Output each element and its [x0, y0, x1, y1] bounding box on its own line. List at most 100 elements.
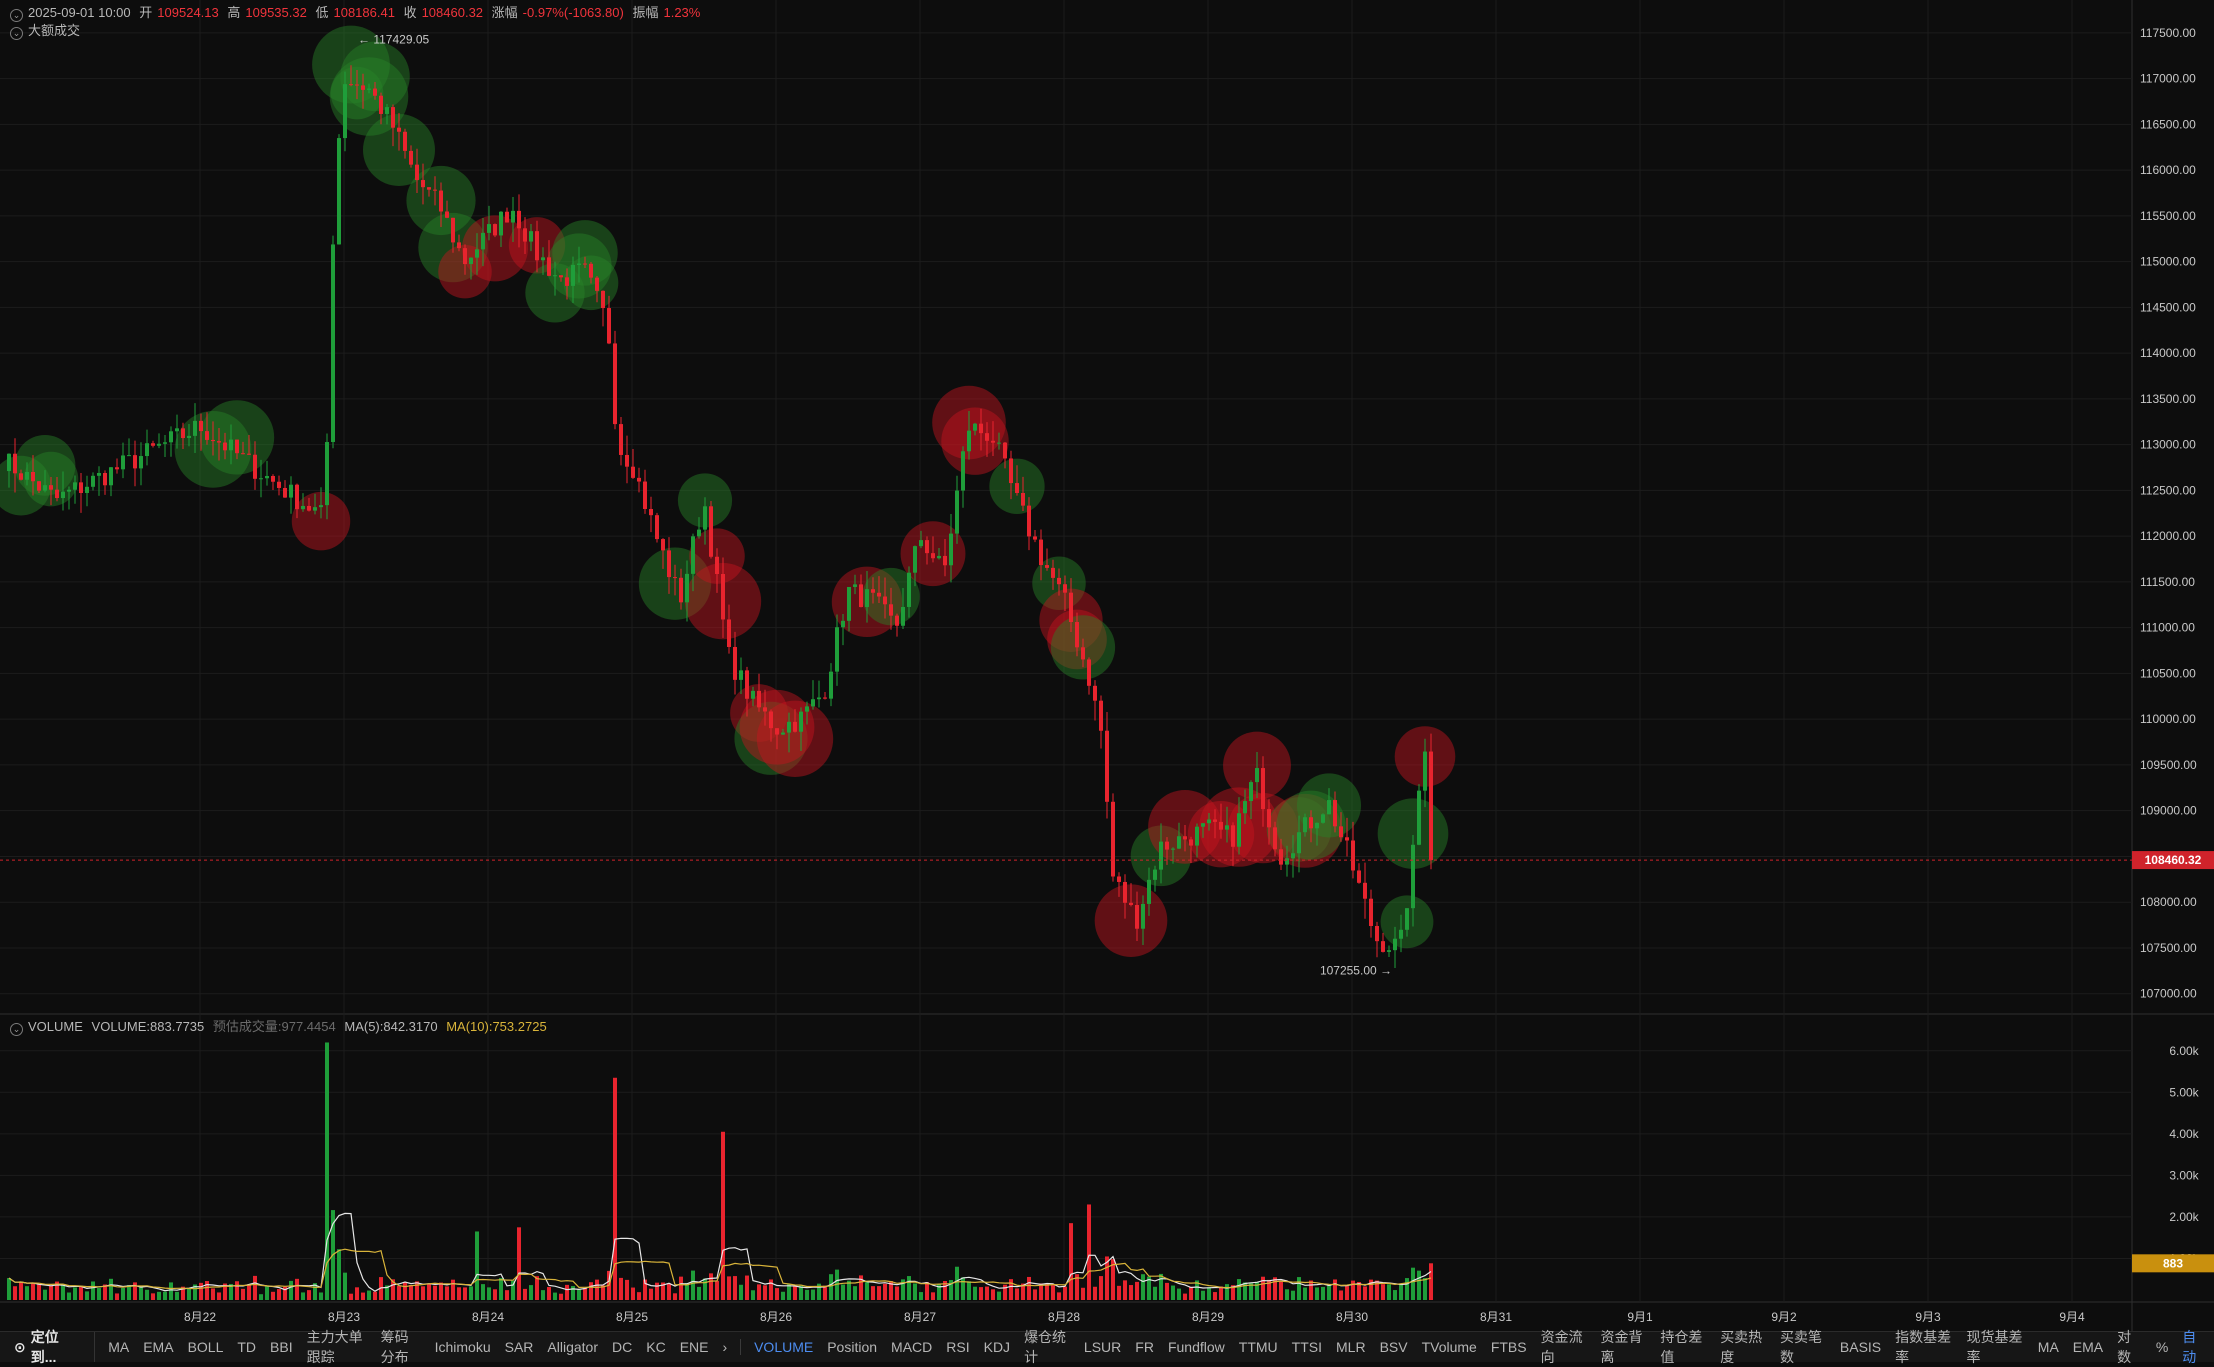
overlay-label[interactable]: 大额成交: [28, 23, 81, 38]
sub-indicator-8[interactable]: Fundflow: [1167, 1339, 1225, 1355]
volume-bar: [1399, 1283, 1403, 1300]
candle-body: [943, 555, 947, 566]
candle-body: [685, 573, 689, 603]
sub-indicator-23[interactable]: MA: [2037, 1339, 2059, 1355]
volume-bar: [1249, 1283, 1253, 1300]
candle-body: [307, 505, 311, 511]
candle-body: [439, 190, 443, 212]
sub-indicator-6[interactable]: LSUR: [1083, 1339, 1122, 1355]
volume-bar: [1033, 1289, 1037, 1300]
volume-bar: [847, 1280, 851, 1300]
volume-bar: [553, 1292, 557, 1300]
sub-indicator-2[interactable]: MACD: [891, 1339, 933, 1355]
sub-indicator-24[interactable]: EMA: [2072, 1339, 2104, 1355]
candle-body: [775, 728, 779, 735]
volume-bar: [289, 1280, 293, 1300]
volume-bar: [427, 1283, 431, 1300]
candle-body: [469, 257, 473, 265]
sub-indicator-20[interactable]: BASIS: [1839, 1339, 1882, 1355]
candle-body: [925, 540, 929, 554]
volume-bar: [667, 1283, 671, 1300]
sub-indicator-0[interactable]: VOLUME: [754, 1339, 814, 1355]
sub-indicator-3[interactable]: RSI: [946, 1339, 970, 1355]
main-indicator-8[interactable]: SAR: [504, 1339, 534, 1355]
main-indicator-12[interactable]: ENE: [679, 1339, 709, 1355]
scale-option-2[interactable]: 自动: [2182, 1329, 2197, 1365]
main-indicator-5[interactable]: 主力大单跟踪: [306, 1329, 363, 1365]
candle-body: [1417, 790, 1421, 845]
main-indicator-2[interactable]: BOLL: [187, 1339, 224, 1355]
volume-bar: [451, 1279, 455, 1300]
sub-indicator-18[interactable]: 买卖热度: [1720, 1329, 1763, 1365]
main-indicator-4[interactable]: BBI: [270, 1339, 293, 1355]
price-chart[interactable]: 107000.00107500.00108000.00108500.001090…: [0, 0, 2214, 1331]
candle-body: [559, 275, 563, 278]
sub-indicator-9[interactable]: TTMU: [1238, 1339, 1278, 1355]
sub-indicator-1[interactable]: Position: [827, 1339, 878, 1355]
sub-indicator-22[interactable]: 现货基差率: [1966, 1329, 2023, 1365]
sub-indicator-14[interactable]: FTBS: [1490, 1339, 1527, 1355]
candle-body: [301, 505, 305, 510]
sub-indicator-16[interactable]: 资金背离: [1600, 1329, 1643, 1365]
volume-bar: [313, 1283, 317, 1300]
volume-bar: [223, 1283, 227, 1300]
candle-body: [1333, 800, 1337, 827]
main-indicator-3[interactable]: TD: [237, 1339, 257, 1355]
candle-body: [1207, 819, 1211, 824]
candle-body: [877, 592, 881, 597]
sub-indicator-4[interactable]: KDJ: [983, 1339, 1011, 1355]
candle-body: [817, 697, 821, 700]
large-trade-bubble: [199, 400, 275, 475]
volume-bar: [1039, 1283, 1043, 1300]
volume-bar: [283, 1286, 287, 1300]
main-indicator-6[interactable]: 筹码分布: [380, 1329, 409, 1365]
main-indicator-1[interactable]: EMA: [143, 1339, 174, 1355]
main-indicator-11[interactable]: KC: [646, 1339, 666, 1355]
candle-body: [133, 455, 137, 469]
candle-body: [1063, 584, 1067, 593]
sub-indicator-17[interactable]: 持仓差值: [1660, 1329, 1703, 1365]
more-indicators-chevron-icon[interactable]: ›: [722, 1339, 728, 1355]
candle-body: [697, 529, 701, 537]
sub-indicator-13[interactable]: TVolume: [1421, 1339, 1477, 1355]
sub-indicator-5[interactable]: 爆仓统计: [1024, 1329, 1067, 1365]
volume-bar: [799, 1285, 803, 1300]
collapse-toggle-icon[interactable]: ⌄: [10, 27, 23, 40]
price-tick-label: 113000.00: [2140, 438, 2196, 452]
collapse-toggle-icon[interactable]: ⌄: [10, 1023, 23, 1036]
scale-option-0[interactable]: 对数: [2117, 1329, 2132, 1365]
candle-body: [241, 453, 245, 455]
volume-bar: [373, 1291, 377, 1300]
sub-indicator-11[interactable]: MLR: [1336, 1339, 1366, 1355]
candle-body: [1381, 941, 1385, 952]
sub-indicator-15[interactable]: 资金流向: [1540, 1329, 1583, 1365]
sub-indicator-10[interactable]: TTSI: [1291, 1339, 1322, 1355]
volume-bar: [1069, 1223, 1073, 1300]
sub-indicator-12[interactable]: BSV: [1379, 1339, 1408, 1355]
max-price-label: ← 117429.05: [358, 32, 429, 46]
main-indicator-10[interactable]: DC: [612, 1339, 633, 1355]
volume-bar: [1183, 1293, 1187, 1300]
candle-body: [37, 481, 41, 491]
scale-option-1[interactable]: %: [2155, 1339, 2169, 1355]
candle-body: [1165, 841, 1169, 850]
sub-indicator-21[interactable]: 指数基差率: [1895, 1329, 1952, 1365]
sub-indicator-19[interactable]: 买卖笔数: [1780, 1329, 1823, 1365]
candle-body: [1129, 902, 1133, 905]
candle-body: [523, 228, 527, 242]
locate-button[interactable]: ⊙ 定位到...: [0, 1329, 96, 1365]
volume-bar: [703, 1278, 707, 1300]
volume-title: VOLUME: [28, 1019, 83, 1034]
candle-body: [421, 180, 425, 188]
candle-body: [97, 472, 101, 476]
main-indicator-0[interactable]: MA: [108, 1339, 130, 1355]
candle-body: [19, 473, 23, 480]
volume-bar: [1261, 1276, 1265, 1300]
main-indicator-7[interactable]: Ichimoku: [434, 1339, 491, 1355]
main-indicator-9[interactable]: Alligator: [547, 1339, 598, 1355]
collapse-toggle-icon[interactable]: ⌄: [10, 9, 23, 22]
candle-body: [1057, 577, 1061, 585]
candle-body: [859, 584, 863, 608]
volume-bar: [499, 1278, 503, 1300]
sub-indicator-7[interactable]: FR: [1135, 1339, 1154, 1355]
